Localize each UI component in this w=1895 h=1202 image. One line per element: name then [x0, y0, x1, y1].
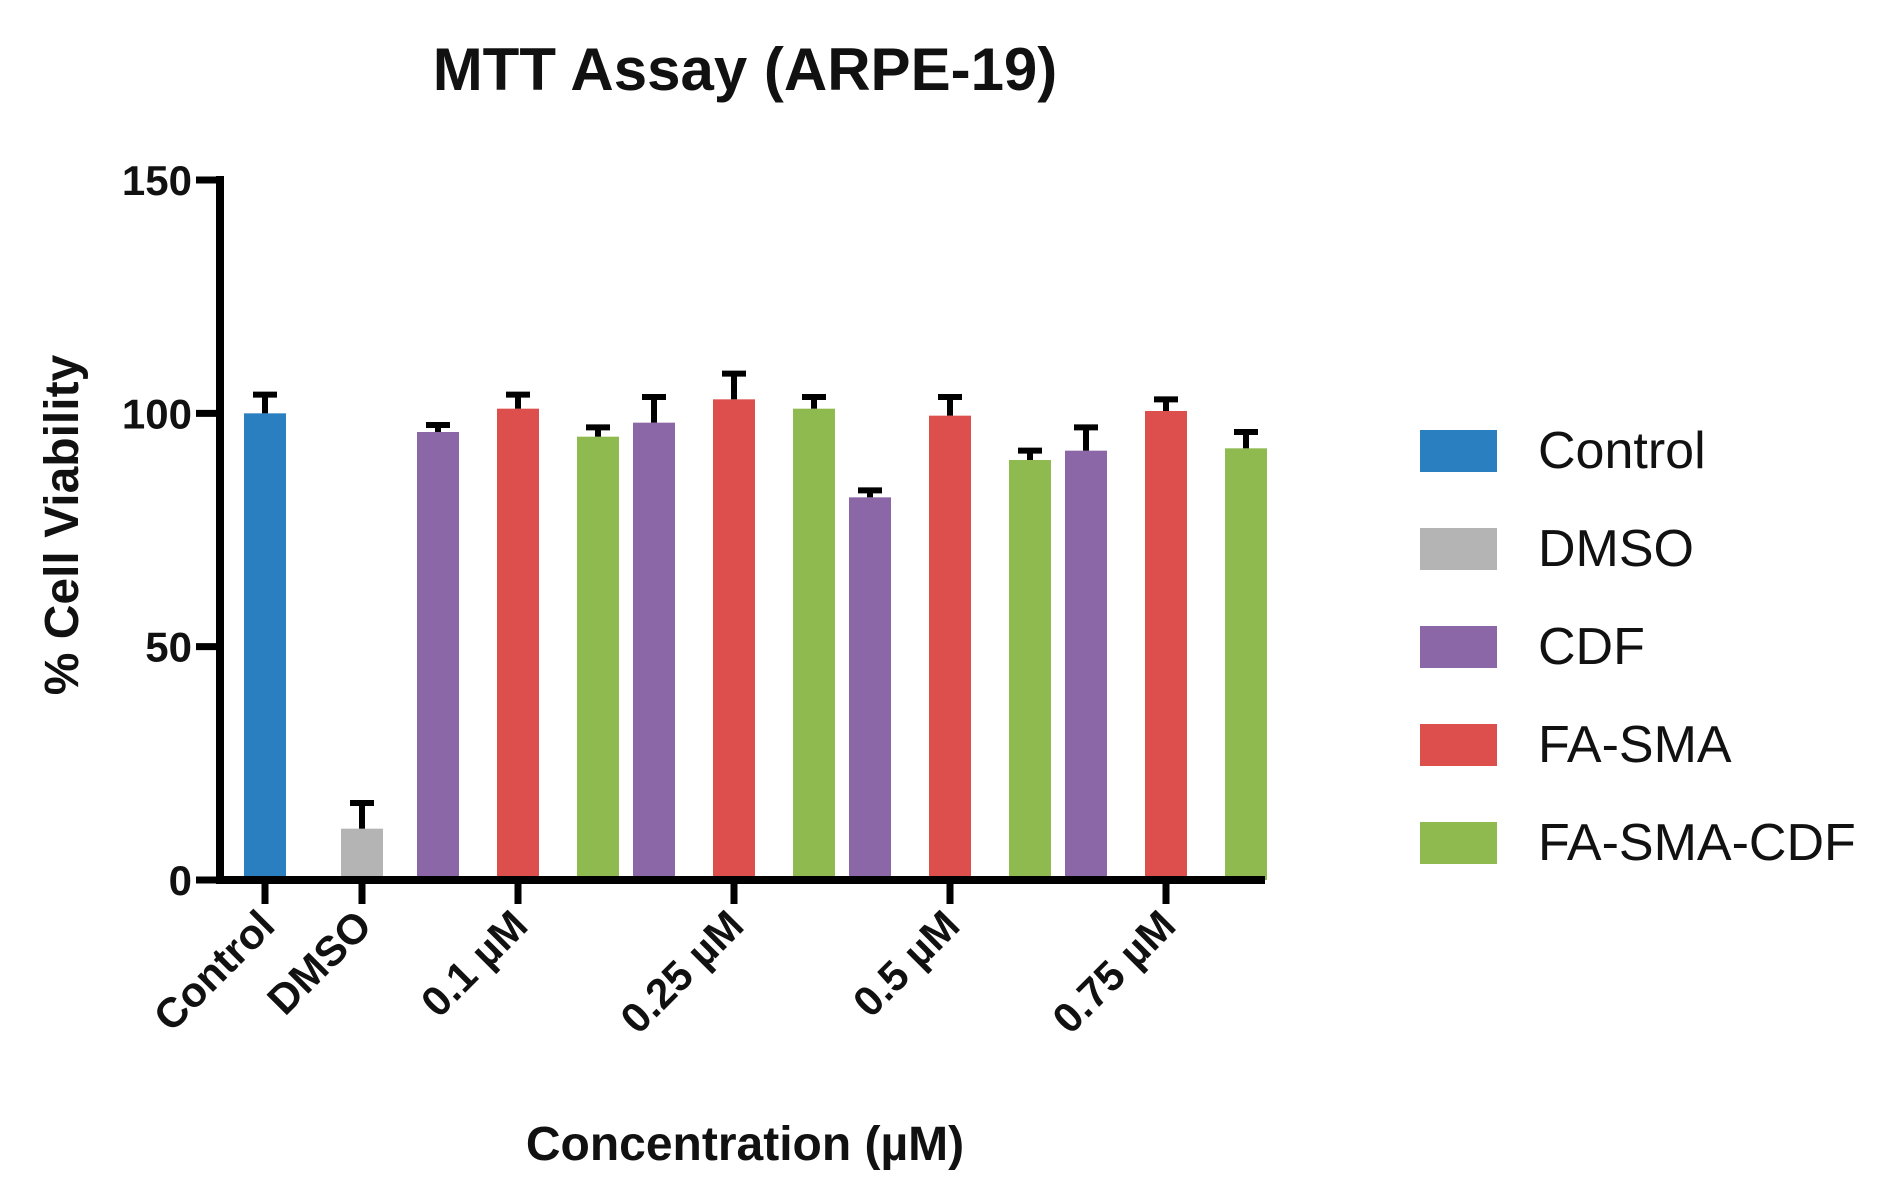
legend-label-fa-sma-cdf: FA-SMA-CDF: [1538, 814, 1856, 872]
bar-cdf-2: [417, 432, 459, 880]
chart-title: MTT Assay (ARPE-19): [433, 36, 1058, 103]
y-tick-label-0: 0: [169, 857, 192, 904]
x-tick-label-5: 0.75 µM: [1043, 901, 1184, 1042]
bar-fa-sma-cdf-3: [793, 408, 835, 880]
bar-cdf-5: [1065, 450, 1107, 880]
bar-fa-sma-cdf-5: [1225, 448, 1267, 880]
legend-label-dmso: DMSO: [1538, 520, 1694, 578]
bar-cdf-3: [633, 422, 675, 880]
legend-swatch-fa-sma: [1420, 724, 1497, 766]
x-axis-label: Concentration (µM): [526, 1118, 964, 1171]
x-tick-label-4: 0.5 µM: [844, 901, 969, 1026]
legend-swatch-cdf: [1420, 626, 1497, 668]
y-axis-label: % Cell Viability: [36, 354, 89, 695]
y-tick-label-100: 100: [122, 390, 192, 437]
bar-fa-sma-cdf-4: [1009, 460, 1051, 880]
legend-label-cdf: CDF: [1538, 618, 1645, 676]
legend-swatch-dmso: [1420, 528, 1497, 570]
legend-swatch-fa-sma-cdf: [1420, 822, 1497, 864]
bar-cdf-4: [849, 497, 891, 880]
bar-dmso-1: [341, 828, 383, 880]
legend-label-fa-sma: FA-SMA: [1538, 716, 1732, 774]
bar-fa-sma-5: [1145, 411, 1187, 880]
y-tick-label-50: 50: [145, 624, 192, 671]
bar-fa-sma-4: [929, 415, 971, 880]
bar-fa-sma-2: [497, 408, 539, 880]
x-tick-label-0: Control: [145, 901, 284, 1040]
legend-swatch-control: [1420, 430, 1497, 472]
bar-fa-sma-cdf-2: [577, 436, 619, 880]
y-tick-label-150: 150: [122, 157, 192, 204]
x-tick-label-3: 0.25 µM: [611, 901, 752, 1042]
bar-control-0: [244, 413, 286, 880]
legend-label-control: Control: [1538, 422, 1706, 480]
x-tick-label-1: DMSO: [258, 901, 380, 1023]
bar-fa-sma-3: [713, 399, 755, 880]
x-tick-label-2: 0.1 µM: [412, 901, 537, 1026]
